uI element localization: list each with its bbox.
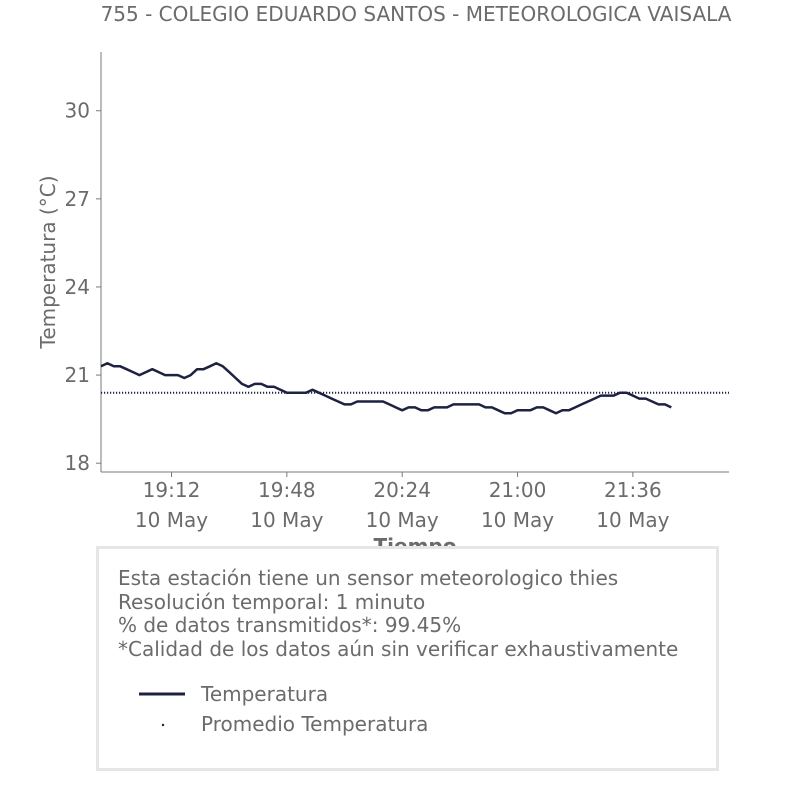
x-tick-date-label: 10 May — [596, 508, 669, 532]
x-tick-label: 21:36 — [604, 478, 662, 502]
x-tick-date-label: 10 May — [366, 508, 439, 532]
info-panel: Esta estación tiene un sensor meteorolog… — [96, 546, 719, 771]
legend-dot-swatch — [161, 723, 165, 727]
y-tick-label: 18 — [65, 451, 90, 475]
info-line-sensor: Esta estación tiene un sensor meteorolog… — [118, 566, 619, 590]
temperature-series-line — [100, 362, 672, 415]
info-line-quality-note: *Calidad de los datos aún sin verificar … — [118, 636, 679, 661]
y-tick-label: 21 — [65, 363, 90, 387]
x-tick-label: 20:24 — [373, 478, 431, 502]
y-tick-label: 24 — [65, 275, 90, 299]
y-tick-label: 27 — [65, 187, 90, 211]
y-tick-label: 30 — [65, 99, 90, 123]
info-line-transmitted: % de datos transmitidos*: 99.45% — [118, 613, 462, 637]
chart-title: 755 - COLEGIO EDUARDO SANTOS - METEOROLO… — [101, 2, 732, 26]
legend-label-promedio: Promedio Temperatura — [201, 712, 429, 736]
series-layer — [100, 362, 672, 415]
legend-item-temperatura: Temperatura — [139, 682, 659, 706]
x-tick-date-label: 10 May — [250, 508, 323, 532]
legend-line-swatch — [139, 692, 185, 696]
x-tick-label: 19:12 — [143, 478, 201, 502]
info-lines: Esta estación tiene un sensor meteorolog… — [118, 566, 679, 661]
ticks: 18 21 24 27 30 19:12 10 May 19:48 10 May 20:24 10 … — [65, 99, 670, 532]
y-axis-label: Temperatura (°C) — [36, 175, 60, 349]
axes — [100, 52, 729, 473]
x-tick-label: 19:48 — [258, 478, 316, 502]
legend-label-temperatura: Temperatura — [201, 682, 329, 706]
x-tick-date-label: 10 May — [481, 508, 554, 532]
x-tick-label: 21:00 — [489, 478, 547, 502]
temperature-chart: 755 - COLEGIO EDUARDO SANTOS - METEOROLO… — [36, 2, 732, 558]
info-line-resolution: Resolución temporal: 1 minuto — [118, 589, 426, 614]
legend-item-promedio: Promedio Temperatura — [139, 712, 659, 736]
x-tick-date-label: 10 May — [135, 508, 208, 532]
